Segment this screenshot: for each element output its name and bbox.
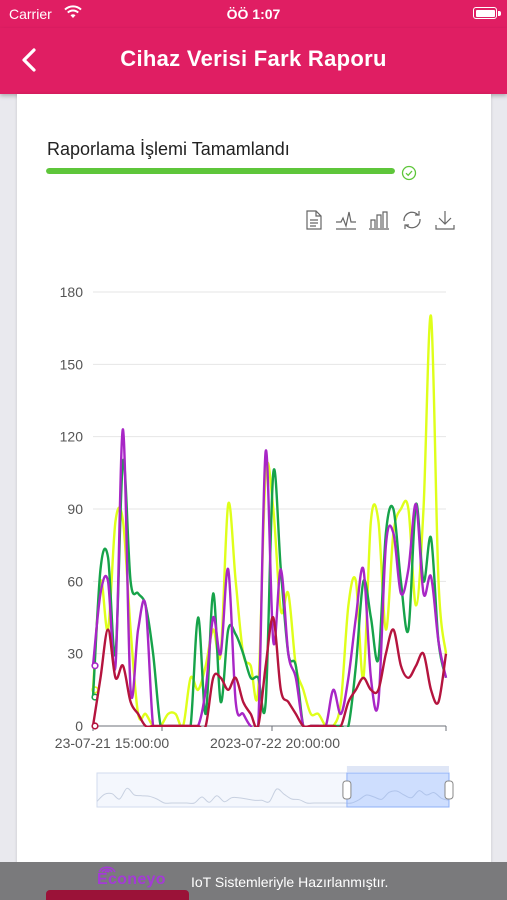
- y-tick-label: 120: [60, 429, 84, 445]
- page-title: Cihaz Verisi Fark Raporu: [120, 46, 387, 71]
- series-line-4: [91, 616, 448, 727]
- signal-logo-icon: [98, 866, 116, 873]
- y-tick-label: 150: [60, 356, 84, 372]
- progress-label: Raporlama İşlemi Tamamlandı: [47, 139, 290, 159]
- check-circle-icon: [401, 165, 417, 181]
- progress-bar: [46, 168, 395, 174]
- battery-tip: [498, 11, 501, 16]
- footer-banner: Econeyo IoT Sistemleriyle Hazırlanmıştır…: [0, 862, 507, 900]
- zoom-slider-track: [96, 772, 450, 808]
- y-tick-label: 60: [67, 573, 83, 589]
- data-view-icon[interactable]: [302, 208, 326, 232]
- x-tick-label: 23-07-21 15:00:00: [55, 735, 170, 751]
- zoom-handle-left[interactable]: [342, 780, 352, 800]
- footer-text: IoT Sistemleriyle Hazırlanmıştır.: [191, 874, 389, 890]
- chevron-left-icon: [22, 48, 36, 72]
- zoom-selection: [346, 772, 450, 808]
- zoom-selection-bar: [346, 766, 449, 772]
- back-button[interactable]: [14, 44, 46, 76]
- line-chart: 0 30 60 90 120 150 180 23-07-21 15:00:00 2023-07…: [55, 284, 454, 808]
- series-start-point: [91, 722, 99, 730]
- brand-logo: Econeyo: [97, 871, 166, 888]
- restore-icon[interactable]: [400, 208, 424, 232]
- x-tick-label: 2023-07-22 20:00:00: [210, 735, 340, 751]
- progress-fill: [46, 168, 395, 174]
- line-chart-icon[interactable]: [334, 208, 358, 232]
- y-tick-label: 180: [60, 284, 84, 300]
- zoom-preview-line: [96, 787, 450, 804]
- battery-icon: [473, 7, 497, 19]
- action-button-peek[interactable]: [46, 890, 189, 900]
- zoom-handle-right[interactable]: [444, 780, 454, 800]
- status-bar: Carrier ÖÖ 1:07: [0, 0, 507, 28]
- nav-bar: Cihaz Verisi Fark Raporu: [0, 28, 507, 94]
- y-tick-label: 0: [75, 718, 83, 734]
- clock: ÖÖ 1:07: [226, 6, 281, 22]
- y-tick-label: 30: [67, 646, 83, 662]
- download-icon[interactable]: [433, 208, 457, 232]
- series-line-3: [91, 428, 448, 727]
- series-start-point: [91, 662, 99, 670]
- carrier-label: Carrier: [9, 6, 52, 22]
- wifi-icon: [64, 5, 82, 18]
- bar-chart-icon[interactable]: [367, 208, 391, 232]
- y-tick-label: 90: [67, 501, 83, 517]
